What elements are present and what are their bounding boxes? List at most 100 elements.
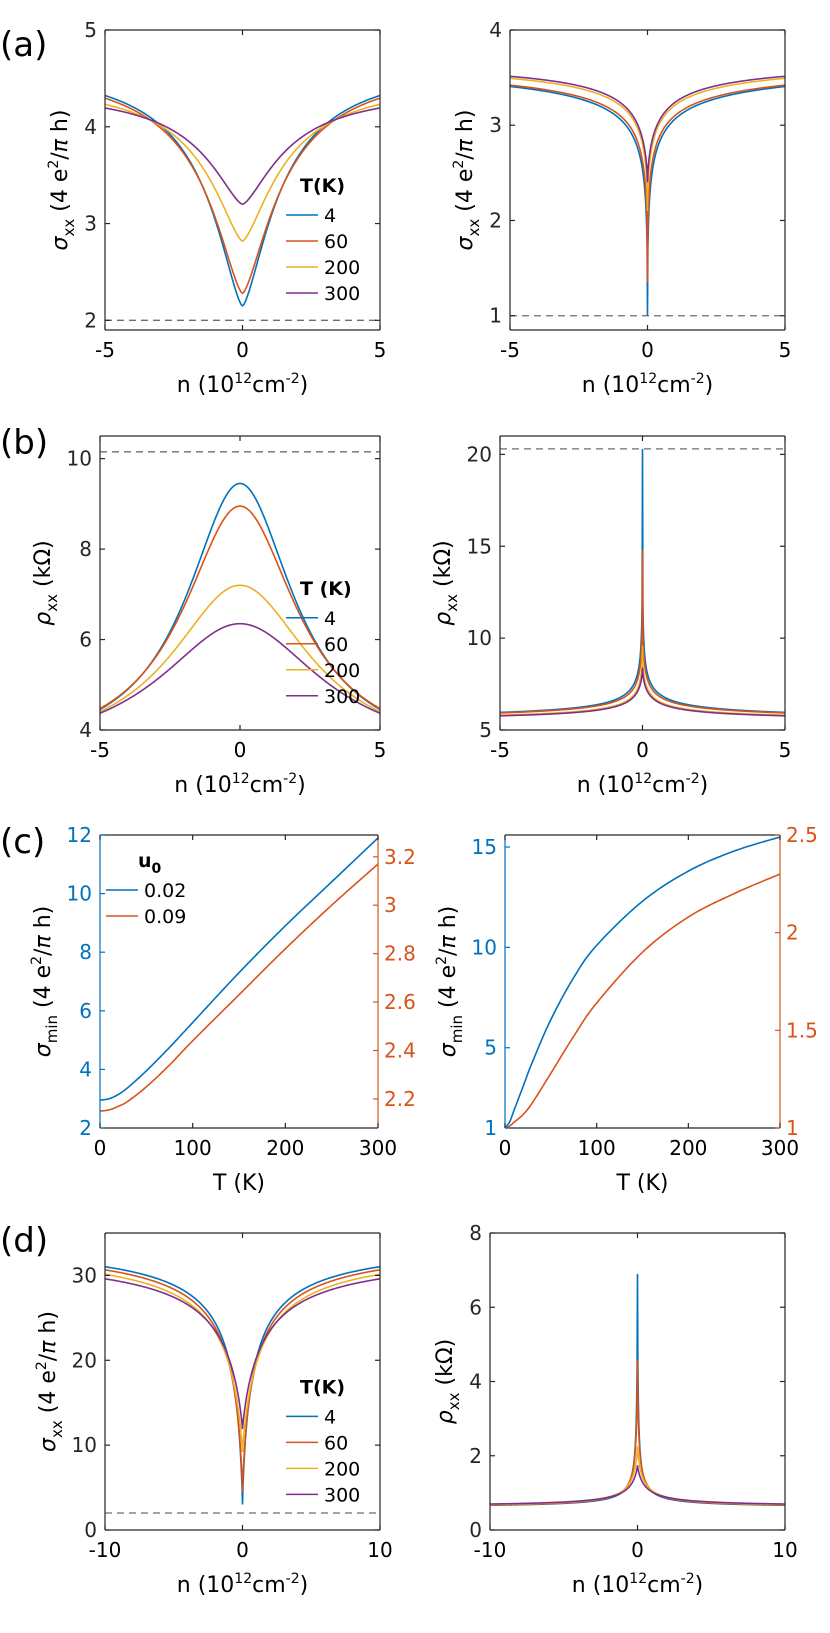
x-tick-label: 300: [359, 1136, 397, 1160]
y-tick-label: 1: [489, 304, 502, 328]
y-tick-label: 15: [472, 835, 497, 859]
y-tick-label: 10: [72, 1433, 97, 1457]
x-tick-label: 0: [631, 1538, 644, 1562]
series-line-300: [510, 75, 785, 183]
series-group: [100, 482, 380, 714]
series-line-200: [500, 645, 785, 716]
y-right-tick-label: 2.4: [384, 1039, 416, 1063]
series-line-200: [510, 77, 785, 211]
y-tick-label: 4: [84, 115, 97, 139]
legend-label-4: 4: [324, 608, 336, 630]
x-tick-label: 5: [779, 338, 792, 362]
y-tick-label: 8: [469, 1221, 482, 1245]
series-line-60: [510, 84, 785, 283]
x-tick-label: 100: [174, 1136, 212, 1160]
legend: T (K) 4 60 200 300: [286, 578, 360, 708]
legend-label-0.09: 0.09: [144, 906, 186, 928]
y-right-tick-label: 1.5: [786, 1018, 818, 1042]
series-line-300: [105, 107, 380, 206]
series-line-60: [100, 505, 380, 710]
series-line-4: [105, 1265, 380, 1505]
series-line-300: [500, 667, 785, 717]
x-tick-label: 5: [374, 338, 387, 362]
y-axis-label: ρxx (kΩ): [433, 1339, 463, 1424]
series-line-300: [105, 1278, 380, 1430]
y-tick-label: 0: [84, 1518, 97, 1542]
y-tick-label: 10: [472, 935, 497, 959]
x-tick-label: 10: [367, 1538, 392, 1562]
y-tick-label: 2: [79, 1116, 92, 1140]
legend-title: u0: [138, 850, 162, 877]
x-axis-label: n (1012cm-2): [177, 1571, 308, 1598]
x-tick-label: -10: [89, 1538, 122, 1562]
chart-a-left: -5 0 5 2 3 4 5 n (1012cm-2) σxx (4 e2/π h) T(K) 4 6…: [46, 18, 386, 398]
legend-title: T(K): [300, 1376, 345, 1398]
x-axis-label: n (1012cm-2): [177, 371, 308, 398]
x-axis-label: n (1012cm-2): [572, 1571, 703, 1598]
panel-label-d: (d): [0, 1221, 48, 1261]
y-tick-label: 4: [79, 718, 92, 742]
x-tick-label: 200: [266, 1136, 304, 1160]
y-tick-label: 6: [79, 999, 92, 1023]
legend-label-60: 60: [324, 231, 348, 253]
y-tick-label: 12: [67, 823, 92, 847]
y-axis-label: σmin (4 e2/π h): [29, 906, 61, 1057]
x-tick-label: 0: [641, 338, 654, 362]
y-tick-label: 20: [72, 1348, 97, 1372]
y-right-tick-label: 2: [786, 921, 799, 945]
series-group: [505, 836, 780, 1128]
y-right-tick-label: 3: [384, 893, 397, 917]
series-line-0.02: [100, 837, 378, 1101]
legend-label-200: 200: [324, 1458, 360, 1480]
y-tick-label: 2: [84, 308, 97, 332]
legend-label-200: 200: [324, 660, 360, 682]
x-tick-label: 0: [94, 1136, 107, 1160]
x-tick-label: 0: [236, 1538, 249, 1562]
x-tick-label: -5: [90, 738, 110, 762]
series-line-200: [105, 1273, 380, 1452]
panel-label-c: (c): [0, 822, 45, 862]
x-tick-label: 0: [234, 738, 247, 762]
y-tick-label: 15: [467, 534, 492, 558]
y-tick-label: 4: [489, 18, 502, 42]
x-axis-label: T (K): [615, 1171, 668, 1196]
x-tick-label: 0: [499, 1136, 512, 1160]
x-axis-label: n (1012cm-2): [577, 771, 708, 798]
legend: T(K) 4 60 200 300: [286, 175, 360, 305]
x-tick-label: 5: [374, 738, 387, 762]
y-tick-label: 3: [489, 113, 502, 137]
series-line-200: [100, 584, 380, 713]
chart-b-left: -5 0 5 4 6 8 10 n (1012cm-2) ρxx (kΩ) T (K) 4 60 200…: [31, 435, 387, 798]
panel-label-b: (b): [0, 423, 48, 463]
panel-label-a: (a): [0, 25, 47, 65]
legend-label-300: 300: [324, 686, 360, 708]
legend-title: T (K): [300, 578, 352, 600]
y-tick-label: 0: [469, 1518, 482, 1542]
series-line-4: [510, 85, 785, 316]
y-axis-label: σmin (4 e2/π h): [434, 906, 466, 1057]
legend-label-4: 4: [324, 1406, 336, 1428]
y-tick-label: 10: [67, 882, 92, 906]
series-line-60: [105, 1269, 380, 1492]
x-tick-label: 5: [779, 738, 792, 762]
x-tick-label: 100: [578, 1136, 616, 1160]
y-tick-label: 3: [84, 212, 97, 236]
series-group: [105, 1265, 380, 1505]
y-tick-label: 8: [79, 537, 92, 561]
y-right-tick-label: 1: [786, 1116, 799, 1140]
series-group: [490, 1273, 785, 1507]
y-right-tick-label: 2.8: [384, 942, 416, 966]
series-line-200: [490, 1446, 785, 1506]
y-tick-label: 2: [489, 208, 502, 232]
series-line-300: [490, 1465, 785, 1505]
x-tick-label: 200: [669, 1136, 707, 1160]
series-group: [100, 837, 378, 1112]
legend: u0 0.02 0.09: [106, 850, 186, 928]
x-axis-label: T (K): [212, 1171, 265, 1196]
y-tick-label: 6: [469, 1295, 482, 1319]
y-tick-label: 10: [67, 447, 92, 471]
y-right-tick-label: 2.2: [384, 1087, 416, 1111]
